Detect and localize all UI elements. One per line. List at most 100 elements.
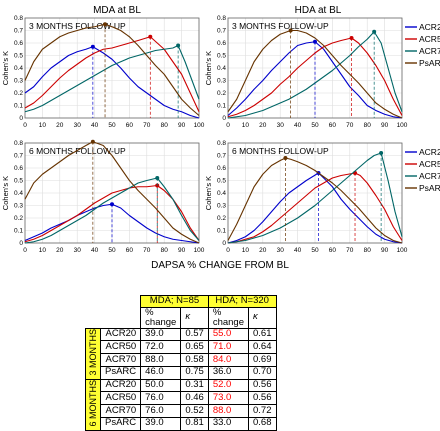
x-tick-label: 40 <box>294 247 302 254</box>
y-tick-label: 0.5 <box>14 53 23 60</box>
y-tick-label: 0.7 <box>14 153 23 160</box>
legend-label-acr20: ACR20 <box>419 22 440 32</box>
hda-kappa-value: 0.70 <box>248 365 277 380</box>
table-corner-cell <box>86 296 101 308</box>
x-tick-label: 100 <box>194 122 205 129</box>
x-tick-label: 80 <box>161 122 169 129</box>
x-tick-label: 50 <box>311 247 319 254</box>
x-tick-label: 70 <box>346 247 354 254</box>
peak-marker-acr70 <box>379 151 384 155</box>
x-tick-label: 70 <box>143 247 151 254</box>
legend-label-acr50: ACR50 <box>419 34 440 44</box>
x-tick-label: 90 <box>381 122 389 129</box>
y-tick-label: 0.3 <box>14 203 23 210</box>
x-tick-label: 90 <box>381 247 389 254</box>
y-tick-label: 0.5 <box>14 178 23 185</box>
x-tick-label: 70 <box>346 122 354 129</box>
measure-label: ACR20 <box>99 327 142 342</box>
y-tick-label: 0.4 <box>14 65 23 72</box>
measure-label: ACR50 <box>99 340 142 354</box>
y-tick-label: 0.3 <box>217 203 226 210</box>
measure-label: ACR20 <box>99 378 142 393</box>
figure: MDA at BL HDA at BL DAPSA % CHANGE FROM … <box>1 5 440 271</box>
series-line-acr70 <box>227 152 403 244</box>
mda-kappa-value: 0.46 <box>180 391 209 406</box>
series-line-acr50 <box>24 36 200 112</box>
hda-kappa-value: 0.56 <box>248 391 277 406</box>
y-tick-label: 0.6 <box>217 40 226 47</box>
x-tick-label: 30 <box>277 247 285 254</box>
x-tick-label: 60 <box>329 247 337 254</box>
series-line-acr50 <box>227 37 403 118</box>
table-row: PsARC 46.0 0.75 36.0 0.70 <box>86 365 277 380</box>
subheader-kappa: κ <box>180 306 209 329</box>
y-tick-label: 0.6 <box>14 40 23 47</box>
y-tick-label: 0.3 <box>217 78 226 85</box>
x-tick-label: 100 <box>194 247 205 254</box>
subheader-kappa: κ <box>248 306 277 329</box>
y-tick-label: 0.8 <box>217 140 226 147</box>
mda-change-value: 72.0 <box>140 340 182 354</box>
series-line-psarc <box>24 23 200 116</box>
measure-label: ACR70 <box>99 353 142 367</box>
chart-panel-4: 0 10 20 30 40 50 60 70 80 90 100 0 0.1 0.2 0.3 0.4 0.5 0.… <box>204 140 440 254</box>
hda-kappa-value: 0.61 <box>248 327 277 342</box>
x-tick-label: 90 <box>178 247 186 254</box>
table-corner-cell <box>86 307 101 328</box>
y-axis-label: Cohen's K <box>204 51 213 85</box>
y-axis-label: Cohen's K <box>204 176 213 210</box>
measure-label: PsARC <box>99 365 142 380</box>
subheader-change: % change <box>140 306 182 329</box>
hda-change-value: 33.0 <box>207 416 250 431</box>
panel-annotation: 6 MONTHS FOLLOW-UP <box>29 146 126 156</box>
y-tick-label: 0 <box>19 240 23 247</box>
legend-label-acr50: ACR50 <box>419 159 440 169</box>
x-tick-label: 30 <box>74 122 82 129</box>
y-tick-label: 0.4 <box>217 190 226 197</box>
mda-change-value: 46.0 <box>140 365 182 380</box>
mda-kappa-value: 0.52 <box>180 404 209 418</box>
x-tick-label: 80 <box>161 247 169 254</box>
peak-marker-acr50 <box>349 36 354 40</box>
series-line-acr70 <box>24 177 200 244</box>
x-tick-label: 10 <box>39 247 47 254</box>
measure-label: ACR70 <box>99 404 142 418</box>
mda-change-value: 76.0 <box>140 404 182 418</box>
table-row: ACR70 88.0 0.58 84.0 0.69 <box>86 353 277 367</box>
hda-kappa-value: 0.68 <box>248 416 277 431</box>
x-tick-label: 50 <box>108 247 116 254</box>
hda-change-value: 36.0 <box>207 365 250 380</box>
x-tick-label: 40 <box>91 247 99 254</box>
x-tick-label: 20 <box>56 247 64 254</box>
x-tick-label: 50 <box>311 122 319 129</box>
mda-kappa-value: 0.58 <box>180 353 209 367</box>
table-header-row: MDA; N=85 HDA; N=320 <box>86 295 277 308</box>
table-row: PsARC 39.0 0.81 33.0 0.68 <box>86 416 277 431</box>
y-tick-label: 0.5 <box>217 178 226 185</box>
legend-label-acr70: ACR70 <box>419 171 440 181</box>
group-label: 6 MONTHS <box>87 379 98 427</box>
y-tick-label: 0.2 <box>217 90 226 97</box>
series-line-acr70 <box>24 44 200 113</box>
table-corner-cell <box>101 296 141 308</box>
mda-change-value: 76.0 <box>140 391 182 406</box>
y-tick-label: 0.8 <box>14 140 23 147</box>
y-tick-label: 0.1 <box>14 228 23 235</box>
mda-kappa-value: 0.81 <box>180 416 209 431</box>
table-corner-cell <box>101 307 141 328</box>
panel-annotation: 3 MONTHS FOLLOW-UP <box>232 21 329 31</box>
group-label-cell: 3 MONTHS <box>85 327 101 380</box>
mda-change-value: 50.0 <box>140 378 182 393</box>
x-tick-label: 40 <box>91 122 99 129</box>
table-row: ACR50 72.0 0.65 71.0 0.64 <box>86 340 277 354</box>
panel-annotation: 3 MONTHS FOLLOW-UP <box>29 21 126 31</box>
series-line-acr20 <box>24 46 200 119</box>
peak-marker-psarc <box>288 28 293 33</box>
mda-kappa-value: 0.75 <box>180 365 209 380</box>
y-tick-label: 0.7 <box>217 153 226 160</box>
x-tick-label: 20 <box>259 122 267 129</box>
legend-label-acr20: ACR20 <box>419 147 440 157</box>
x-tick-label: 10 <box>39 122 47 129</box>
y-tick-label: 0 <box>19 115 23 122</box>
y-tick-label: 0 <box>222 240 226 247</box>
